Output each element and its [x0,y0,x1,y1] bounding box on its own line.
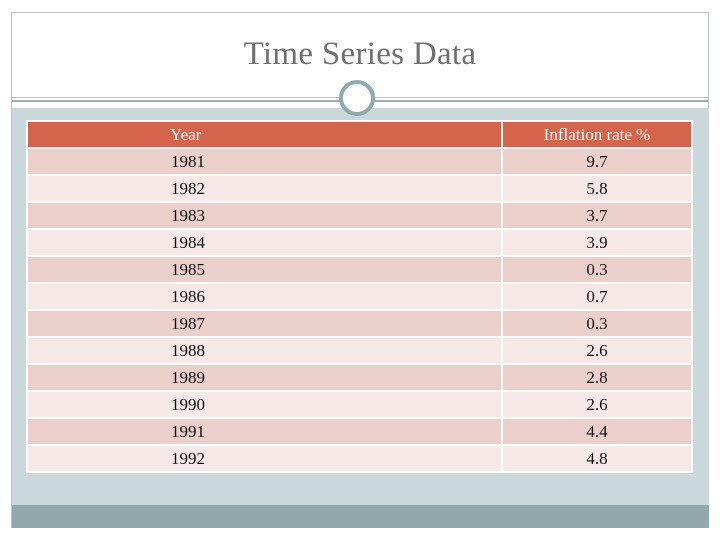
cell-inflation-rate: 2.6 [501,336,693,365]
table-row: 1988 2.6 [26,336,693,365]
table-row: 1991 4.4 [26,417,693,446]
cell-inflation-rate: 2.6 [501,390,693,419]
cell-inflation-rate: 0.3 [501,255,693,284]
cell-year: 1988 [26,336,503,365]
cell-inflation-rate: 9.7 [501,147,693,176]
cell-year: 1985 [26,255,503,284]
table-body: 1981 9.7 1982 5.8 1983 3.7 1984 3.9 1985 0.3 1986 0… [26,147,693,473]
header-inflation-rate: Inflation rate % [501,120,693,149]
slide-title: Time Series Data [243,36,477,72]
cell-inflation-rate: 3.9 [501,228,693,257]
table-row: 1986 0.7 [26,282,693,311]
decorative-ring-icon [339,80,375,116]
cell-year: 1984 [26,228,503,257]
cell-inflation-rate: 4.4 [501,417,693,446]
cell-inflation-rate: 2.8 [501,363,693,392]
header-year: Year [26,120,503,149]
table-row: 1982 5.8 [26,174,693,203]
cell-year: 1981 [26,147,503,176]
cell-inflation-rate: 0.7 [501,282,693,311]
cell-year: 1986 [26,282,503,311]
table-header-row: Year Inflation rate % [26,120,693,149]
table-row: 1981 9.7 [26,147,693,176]
cell-inflation-rate: 3.7 [501,201,693,230]
cell-inflation-rate: 5.8 [501,174,693,203]
table-row: 1989 2.8 [26,363,693,392]
table-row: 1987 0.3 [26,309,693,338]
table-row: 1985 0.3 [26,255,693,284]
cell-year: 1992 [26,444,503,473]
footer-band [12,505,709,528]
cell-year: 1989 [26,363,503,392]
cell-year: 1991 [26,417,503,446]
cell-year: 1987 [26,309,503,338]
cell-inflation-rate: 4.8 [501,444,693,473]
cell-year: 1990 [26,390,503,419]
cell-year: 1982 [26,174,503,203]
inflation-table: Year Inflation rate % 1981 9.7 1982 5.8 1983… [26,120,693,473]
table-row: 1983 3.7 [26,201,693,230]
table-row: 1990 2.6 [26,390,693,419]
table-row: 1992 4.8 [26,444,693,473]
table-row: 1984 3.9 [26,228,693,257]
cell-inflation-rate: 0.3 [501,309,693,338]
cell-year: 1983 [26,201,503,230]
